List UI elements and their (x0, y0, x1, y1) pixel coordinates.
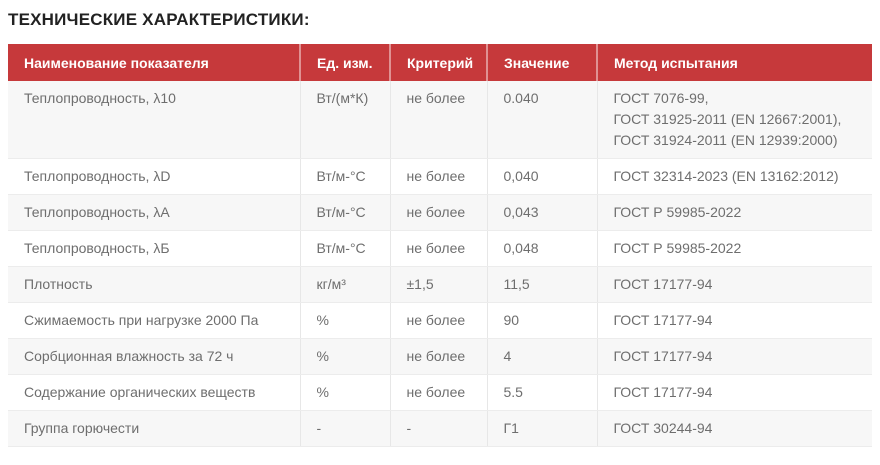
method-cell: ГОСТ 17177-94 (596, 266, 872, 303)
unit-cell: % (299, 374, 390, 411)
method-cell: ГОСТ 17177-94 (596, 374, 872, 411)
criterion-cell: ±1,5 (389, 266, 487, 303)
specs-table-header: Наименование показателя Ед. изм. Критери… (8, 44, 872, 81)
value-cell: 0.040 (486, 81, 597, 159)
method-cell: ГОСТ 17177-94 (596, 338, 872, 375)
table-row: Теплопроводность, λD Вт/м-°С не более 0,… (8, 158, 872, 195)
parameter-cell: Содержание органических веществ (8, 374, 300, 411)
header-parameter: Наименование показателя (8, 44, 300, 81)
header-value: Значение (486, 44, 597, 81)
unit-cell: % (299, 338, 390, 375)
unit-cell: - (299, 410, 390, 447)
table-row: Сжимаемость при нагрузке 2000 Па % не бо… (8, 302, 872, 339)
criterion-cell: не более (389, 81, 487, 159)
table-row: Теплопроводность, λБ Вт/м-°С не более 0,… (8, 230, 872, 267)
parameter-cell: Теплопроводность, λD (8, 158, 300, 195)
table-row: Теплопроводность, λА Вт/м-°С не более 0,… (8, 194, 872, 231)
criterion-cell: не более (389, 302, 487, 339)
unit-cell: % (299, 302, 390, 339)
value-cell: 5.5 (486, 374, 597, 411)
unit-cell: Вт/м-°С (299, 194, 390, 231)
header-row: Наименование показателя Ед. изм. Критери… (8, 44, 872, 81)
value-cell: 0,043 (486, 194, 597, 231)
method-cell: ГОСТ Р 59985-2022 (596, 230, 872, 267)
method-cell: ГОСТ 7076-99, ГОСТ 31925-2011 (EN 12667:… (596, 81, 872, 159)
specs-table: Наименование показателя Ед. изм. Критери… (8, 44, 872, 447)
criterion-cell: - (389, 410, 487, 447)
value-cell: 4 (486, 338, 597, 375)
header-unit: Ед. изм. (299, 44, 390, 81)
unit-cell: кг/м³ (299, 266, 390, 303)
unit-cell: Вт/м-°С (299, 230, 390, 267)
value-cell: 0,040 (486, 158, 597, 195)
unit-cell: Вт/м-°С (299, 158, 390, 195)
method-cell: ГОСТ 32314-2023 (EN 13162:2012) (596, 158, 872, 195)
criterion-cell: не более (389, 158, 487, 195)
criterion-cell: не более (389, 230, 487, 267)
parameter-cell: Теплопроводность, λ10 (8, 81, 300, 159)
value-cell: 90 (486, 302, 597, 339)
method-cell: ГОСТ 30244-94 (596, 410, 872, 447)
parameter-cell: Сжимаемость при нагрузке 2000 Па (8, 302, 300, 339)
value-cell: 11,5 (486, 266, 597, 303)
technical-specs-section: ТЕХНИЧЕСКИЕ ХАРАКТЕРИСТИКИ: Наименование… (8, 0, 872, 447)
unit-cell: Вт/(м*К) (299, 81, 390, 159)
specs-table-body: Теплопроводность, λ10 Вт/(м*К) не более … (8, 81, 872, 447)
parameter-cell: Группа горючести (8, 410, 300, 447)
method-cell: ГОСТ Р 59985-2022 (596, 194, 872, 231)
criterion-cell: не более (389, 194, 487, 231)
page-title: ТЕХНИЧЕСКИЕ ХАРАКТЕРИСТИКИ: (8, 10, 310, 29)
method-cell: ГОСТ 17177-94 (596, 302, 872, 339)
header-method: Метод испытания (596, 44, 872, 81)
criterion-cell: не более (389, 374, 487, 411)
value-cell: Г1 (486, 410, 597, 447)
table-row: Теплопроводность, λ10 Вт/(м*К) не более … (8, 81, 872, 159)
parameter-cell: Теплопроводность, λБ (8, 230, 300, 267)
parameter-cell: Теплопроводность, λА (8, 194, 300, 231)
table-row: Группа горючести - - Г1 ГОСТ 30244-94 (8, 410, 872, 447)
parameter-cell: Сорбционная влажность за 72 ч (8, 338, 300, 375)
table-row: Сорбционная влажность за 72 ч % не более… (8, 338, 872, 375)
value-cell: 0,048 (486, 230, 597, 267)
table-row: Плотность кг/м³ ±1,5 11,5 ГОСТ 17177-94 (8, 266, 872, 303)
criterion-cell: не более (389, 338, 487, 375)
parameter-cell: Плотность (8, 266, 300, 303)
header-criterion: Критерий (389, 44, 487, 81)
table-row: Содержание органических веществ % не бол… (8, 374, 872, 411)
